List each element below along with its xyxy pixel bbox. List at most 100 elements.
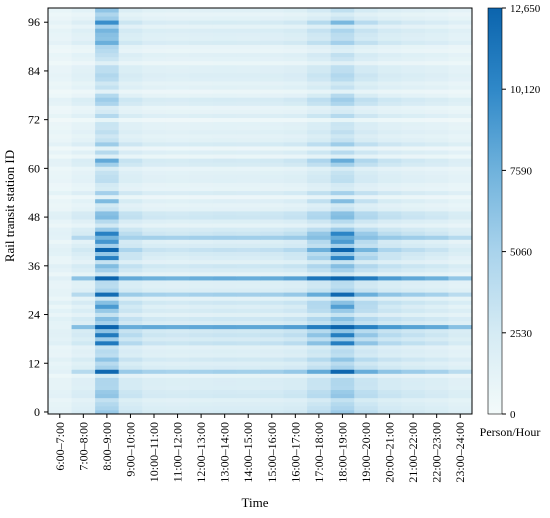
heatmap-cell bbox=[95, 251, 120, 257]
heatmap-cell bbox=[165, 64, 190, 70]
heatmap-cell bbox=[48, 223, 72, 228]
heatmap-cell bbox=[307, 316, 332, 322]
heatmap-cell bbox=[401, 12, 426, 17]
heatmap-cell bbox=[95, 40, 120, 45]
heatmap-cell bbox=[212, 239, 237, 244]
heatmap-cell bbox=[189, 72, 214, 78]
heatmap-cell bbox=[448, 64, 473, 70]
heatmap-cell bbox=[71, 397, 96, 403]
heatmap-cell bbox=[307, 275, 332, 281]
heatmap-cell bbox=[307, 361, 332, 366]
heatmap-cell bbox=[377, 48, 402, 54]
heatmap-cell bbox=[71, 247, 96, 252]
heatmap-cell bbox=[401, 48, 426, 54]
heatmap-cell bbox=[189, 292, 214, 297]
heatmap-cell bbox=[377, 288, 402, 293]
heatmap-cell bbox=[165, 56, 190, 62]
heatmap-cell bbox=[71, 186, 96, 192]
heatmap-cell bbox=[189, 32, 214, 37]
heatmap-cell bbox=[330, 182, 355, 188]
heatmap-cell bbox=[401, 373, 426, 378]
heatmap-cell bbox=[424, 312, 449, 317]
heatmap-cell bbox=[260, 255, 284, 261]
heatmap-cell bbox=[165, 101, 190, 106]
heatmap-cell bbox=[212, 178, 237, 183]
heatmap-cell bbox=[236, 389, 261, 395]
heatmap-cell bbox=[260, 288, 284, 293]
x-tick-label: 20:00–21:00 bbox=[383, 422, 397, 483]
heatmap-cell bbox=[142, 56, 167, 62]
heatmap-cell bbox=[283, 227, 308, 232]
heatmap-cell bbox=[448, 284, 473, 289]
heatmap-cell bbox=[401, 292, 426, 297]
heatmap-cell bbox=[354, 198, 379, 204]
heatmap-cell bbox=[118, 231, 143, 236]
heatmap-cell bbox=[424, 288, 449, 293]
heatmap-cell bbox=[307, 223, 332, 228]
heatmap-cell bbox=[71, 288, 96, 293]
heatmap-cell bbox=[189, 8, 214, 13]
x-tick-label: 7:00–8:00 bbox=[76, 422, 90, 471]
heatmap-cell bbox=[71, 101, 96, 106]
heatmap-cell bbox=[377, 361, 402, 366]
heatmap-cell bbox=[189, 381, 214, 386]
heatmap-cell bbox=[71, 89, 96, 94]
heatmap-cell bbox=[71, 97, 96, 102]
heatmap-cell bbox=[48, 16, 72, 21]
heatmap-cell bbox=[95, 235, 120, 240]
heatmap-cell bbox=[95, 259, 120, 265]
heatmap-cell bbox=[118, 409, 143, 415]
heatmap-cell bbox=[424, 211, 449, 216]
heatmap-cell bbox=[236, 349, 261, 354]
heatmap-cell bbox=[424, 344, 449, 350]
heatmap-cell bbox=[354, 77, 379, 82]
heatmap-cell bbox=[142, 202, 167, 208]
heatmap-cell bbox=[448, 101, 473, 106]
heatmap-cell bbox=[212, 263, 237, 269]
heatmap-cell bbox=[212, 97, 237, 102]
heatmap-cell bbox=[283, 109, 308, 114]
heatmap-cell bbox=[189, 12, 214, 17]
heatmap-cell bbox=[142, 52, 167, 58]
heatmap-cell bbox=[330, 113, 355, 119]
heatmap-cell bbox=[283, 284, 308, 289]
heatmap-cell bbox=[212, 308, 237, 313]
heatmap-cell bbox=[95, 300, 120, 305]
heatmap-cell bbox=[283, 288, 308, 293]
heatmap-cell bbox=[48, 219, 72, 224]
heatmap-cell bbox=[307, 174, 332, 179]
heatmap-cell bbox=[95, 20, 120, 25]
heatmap-cell bbox=[377, 32, 402, 37]
heatmap-cell bbox=[189, 231, 214, 236]
heatmap-cell bbox=[71, 141, 96, 147]
heatmap-cell bbox=[424, 304, 449, 309]
heatmap-cell bbox=[377, 64, 402, 70]
x-tick-label: 9:00–10:00 bbox=[123, 422, 137, 477]
heatmap-cell bbox=[283, 275, 308, 281]
heatmap-cell bbox=[260, 170, 284, 175]
heatmap-cell bbox=[48, 271, 72, 277]
heatmap-cell bbox=[236, 284, 261, 289]
heatmap-cell bbox=[354, 202, 379, 208]
heatmap-cell bbox=[212, 292, 237, 297]
heatmap-cell bbox=[48, 85, 72, 90]
heatmap-cell bbox=[448, 89, 473, 94]
heatmap-cell bbox=[142, 105, 167, 110]
heatmap-cell bbox=[142, 186, 167, 192]
heatmap-cell bbox=[118, 44, 143, 49]
heatmap-cell bbox=[401, 255, 426, 261]
heatmap-cell bbox=[165, 239, 190, 244]
heatmap-cell bbox=[401, 117, 426, 123]
heatmap-cell bbox=[118, 251, 143, 257]
heatmap-cell bbox=[424, 44, 449, 49]
heatmap-cell bbox=[401, 259, 426, 265]
heatmap-cell bbox=[330, 190, 355, 196]
heatmap-cell bbox=[165, 162, 190, 167]
heatmap-cell bbox=[212, 332, 237, 338]
heatmap-cell bbox=[165, 251, 190, 257]
heatmap-cell bbox=[283, 137, 308, 143]
heatmap-cell bbox=[330, 150, 355, 155]
heatmap-cell bbox=[424, 259, 449, 265]
heatmap-cell bbox=[165, 166, 190, 171]
heatmap-cell bbox=[189, 137, 214, 143]
